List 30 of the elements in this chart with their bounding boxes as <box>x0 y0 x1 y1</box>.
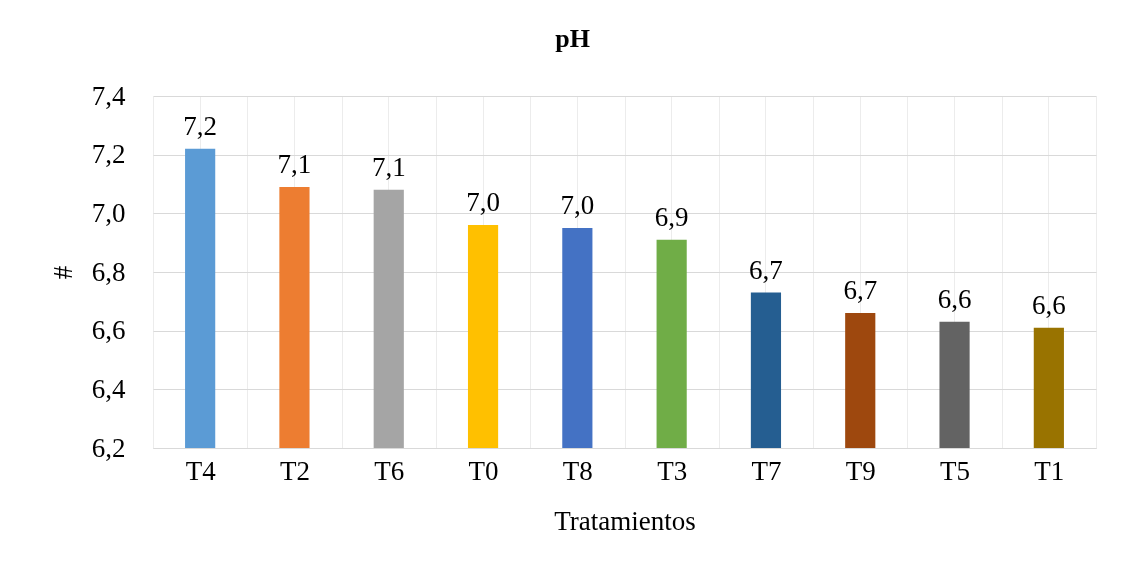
data-label: 6,9 <box>654 201 689 232</box>
y-axis-title: # <box>47 265 78 280</box>
x-tick-label: T9 <box>845 455 876 486</box>
y-tick-label: 6,6 <box>91 315 126 346</box>
data-label: 7,0 <box>560 190 595 220</box>
x-tick-label: T4 <box>185 455 217 486</box>
chart-title: pH <box>555 24 590 53</box>
x-tick-label: T7 <box>751 455 782 486</box>
y-tick-label: 6,2 <box>91 432 126 463</box>
data-label: 6,7 <box>749 254 783 285</box>
y-tick-label: 6,4 <box>91 373 126 404</box>
y-tick-label: 6,8 <box>91 256 126 287</box>
x-tick-label: T5 <box>940 455 971 486</box>
y-tick-label: 7,2 <box>91 139 126 170</box>
data-label: 7,0 <box>466 187 500 218</box>
data-label: 7,2 <box>183 110 218 141</box>
data-label: 6,6 <box>1031 289 1066 320</box>
data-label: 7,1 <box>277 148 312 179</box>
data-label: 7,1 <box>371 151 406 182</box>
x-axis-title: Tratamientos <box>554 505 696 536</box>
x-tick-label: T1 <box>1034 455 1065 486</box>
y-tick-label: 7,0 <box>91 197 126 228</box>
y-tick-label: 7,4 <box>91 80 126 111</box>
x-tick-label: T3 <box>657 455 688 486</box>
x-tick-label: T6 <box>374 455 405 486</box>
x-tick-label: T8 <box>562 455 593 486</box>
data-label: 6,6 <box>937 283 972 314</box>
x-tick-label: T2 <box>279 455 310 486</box>
data-label: 6,7 <box>843 275 878 306</box>
x-tick-label: T0 <box>468 455 499 486</box>
